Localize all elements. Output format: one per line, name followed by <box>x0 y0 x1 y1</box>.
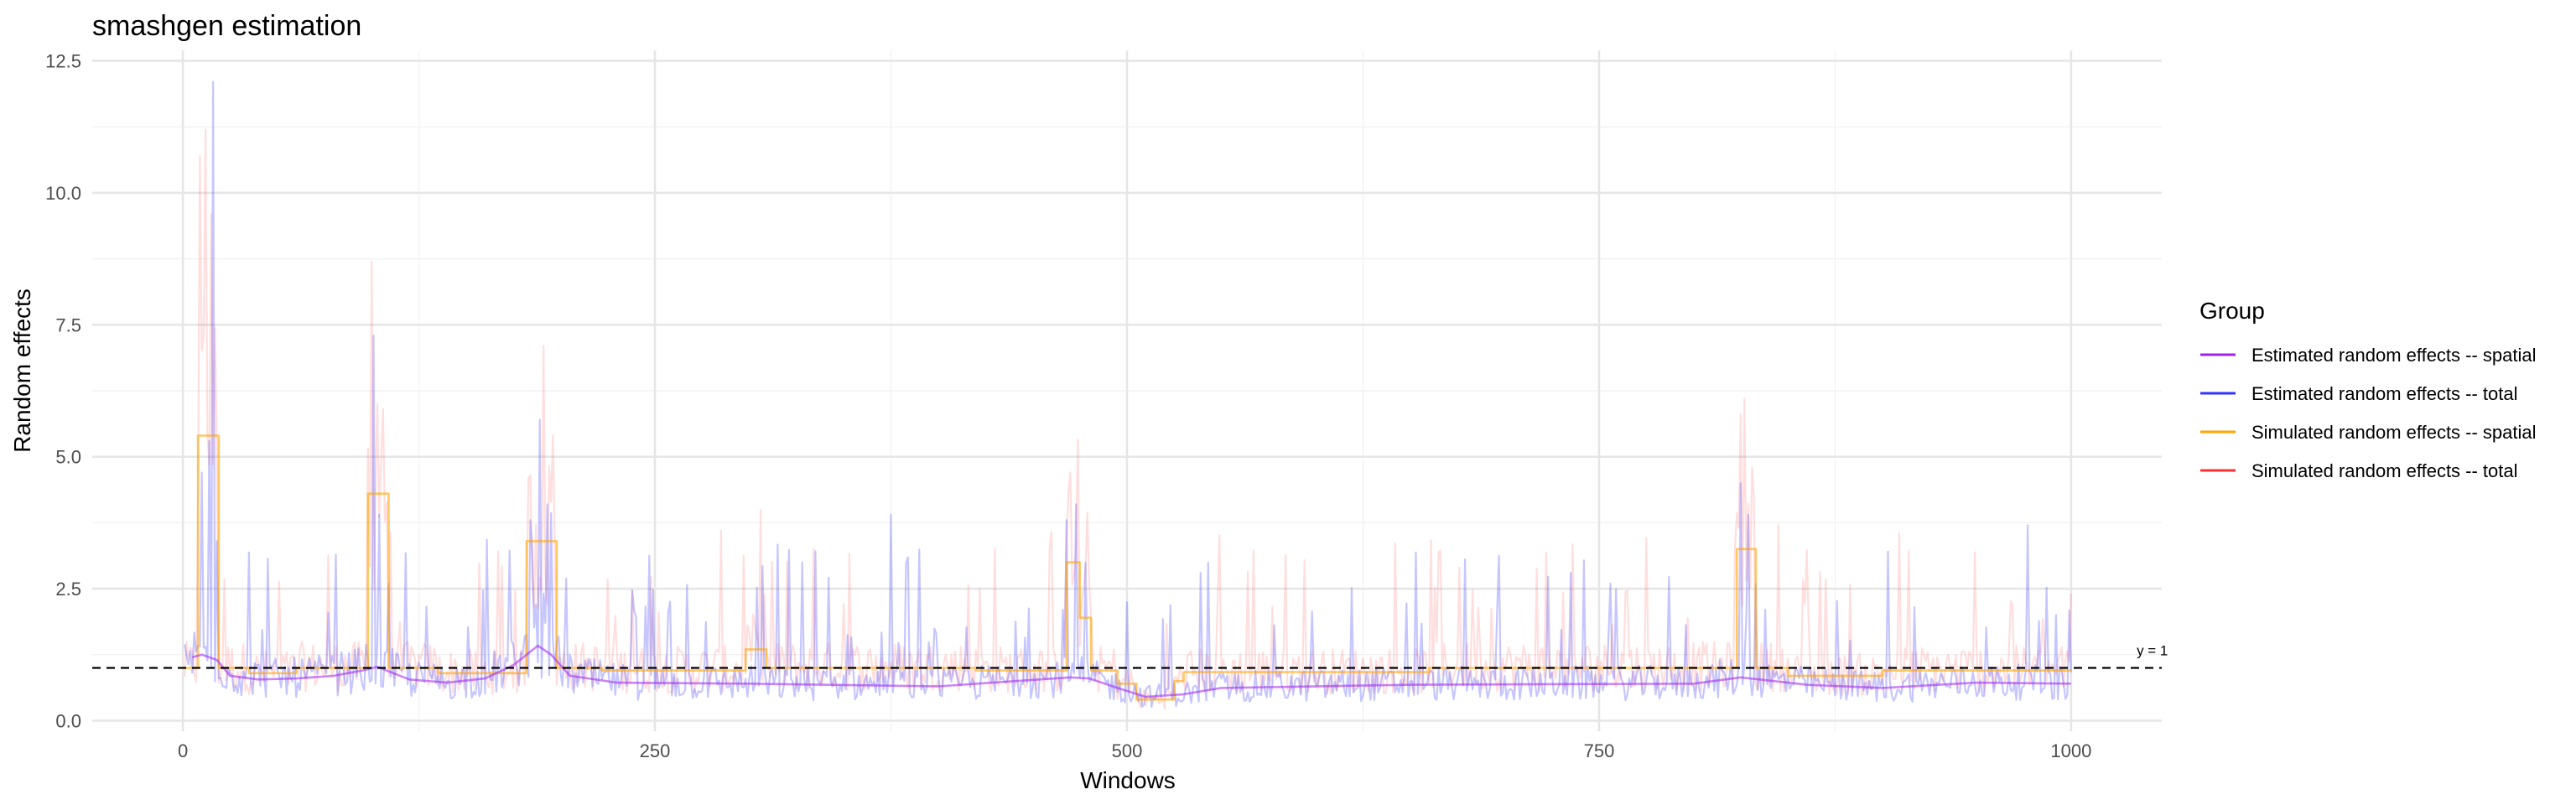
legend-item-estimated-random-effects-spatial: Estimated random effects -- spatial <box>2200 345 2537 366</box>
legend-label: Estimated random effects -- total <box>2251 383 2518 404</box>
legend-label: Simulated random effects -- total <box>2251 460 2518 481</box>
x-tick-label: 500 <box>1112 740 1143 761</box>
legend: Group Estimated random effects -- spatia… <box>2199 298 2537 481</box>
x-tick-label: 0 <box>178 740 188 761</box>
y-axis-ticks: 0.0 2.5 5.0 7.5 10.0 12.5 <box>45 51 81 732</box>
legend-item-simulated-random-effects-spatial: Simulated random effects -- spatial <box>2200 422 2537 443</box>
chart-title: smashgen estimation <box>92 10 361 42</box>
reference-line-label: y = 1 <box>2137 642 2168 658</box>
legend-item-estimated-random-effects-total: Estimated random effects -- total <box>2200 383 2518 404</box>
series-simulated-random-effects-total-line <box>184 128 2072 710</box>
y-tick-label: 10.0 <box>45 183 81 204</box>
reference-line-layer: y = 1 <box>92 642 2168 669</box>
y-tick-label: 7.5 <box>55 314 81 335</box>
x-axis-ticks: 0 250 500 750 1000 <box>178 740 2091 761</box>
legend-title: Group <box>2199 298 2265 324</box>
y-tick-label: 2.5 <box>55 579 81 600</box>
y-axis-title: Random effects <box>9 288 35 453</box>
y-tick-label: 0.0 <box>55 710 81 731</box>
y-tick-label: 12.5 <box>45 51 81 72</box>
legend-label: Simulated random effects -- spatial <box>2251 422 2537 443</box>
grid-major <box>92 50 2162 731</box>
series-estimated-random-effects-spatial-line <box>191 644 2071 699</box>
x-axis-title: Windows <box>1080 767 1176 793</box>
legend-item-simulated-random-effects-total: Simulated random effects -- total <box>2200 460 2518 481</box>
x-tick-label: 250 <box>640 740 671 761</box>
series-layer <box>183 80 2072 710</box>
legend-label: Estimated random effects -- spatial <box>2251 345 2537 366</box>
y-tick-label: 5.0 <box>55 447 81 468</box>
x-tick-label: 1000 <box>2050 740 2091 761</box>
x-tick-label: 750 <box>1584 740 1615 761</box>
